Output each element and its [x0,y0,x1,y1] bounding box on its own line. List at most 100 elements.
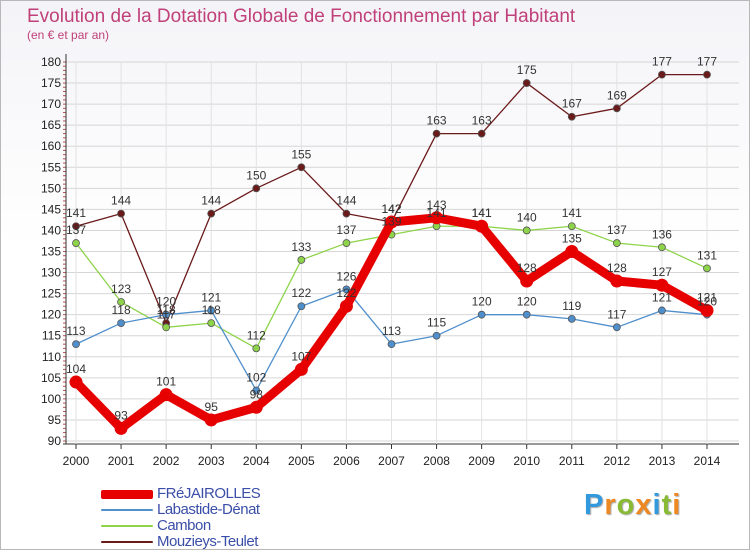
x-tick-label: 2008 [423,454,450,468]
data-label: 120 [517,295,537,309]
data-point [430,211,444,225]
data-point [117,209,125,218]
data-label: 137 [607,223,627,237]
data-point [297,256,306,264]
data-label: 163 [427,114,447,128]
x-tick-label: 2001 [108,454,135,468]
data-label: 128 [607,261,627,275]
data-point [252,184,261,193]
data-point [477,310,486,319]
data-point [432,331,441,340]
data-label: 120 [697,295,717,309]
data-point [703,264,711,273]
data-point [249,400,263,414]
data-point [567,314,576,323]
data-label: 141 [472,206,492,220]
y-tick-label: 115 [42,329,61,343]
legend-item: Mouzieys-Teulet [101,533,361,550]
data-label: 112 [247,328,266,342]
data-point [207,319,216,327]
data-label: 142 [381,202,401,216]
y-tick-label: 90 [48,434,62,448]
data-label: 141 [562,206,582,220]
data-label: 122 [336,286,356,300]
data-point [72,239,80,247]
data-point [520,274,534,288]
data-point [655,278,669,292]
legend-item: Labastide-Dénat [101,501,361,518]
logo-letter: i [672,489,682,521]
data-label: 175 [517,63,537,77]
x-tick-label: 2006 [333,454,360,468]
x-tick-label: 2010 [513,454,540,468]
data-point [477,129,486,138]
data-label: 121 [201,290,221,304]
chart-legend: FRéJAIROLLES Labastide-Dénat Cambon Mouziey… [101,485,361,550]
data-point [567,222,576,231]
data-label: 128 [517,261,537,275]
logo-letter: P [584,489,605,521]
data-label: 107 [291,349,311,363]
data-label: 101 [156,375,176,389]
data-label: 98 [250,387,264,401]
data-label: 155 [291,147,311,161]
data-label: 137 [336,223,356,237]
data-point [204,413,218,427]
data-point [339,299,353,313]
data-point [565,245,579,258]
data-point [114,421,128,435]
y-tick-label: 135 [41,245,61,259]
data-point [252,344,261,353]
data-label: 139 [381,215,401,229]
data-label: 104 [66,362,86,376]
legend-label: Labastide-Dénat [157,501,260,518]
x-tick-label: 2012 [604,454,631,468]
data-point [522,310,531,319]
logo-letter: t [661,489,673,521]
y-tick-label: 110 [42,350,61,364]
data-label: 133 [291,240,311,254]
data-label: 136 [652,227,672,241]
data-label: 177 [697,55,717,69]
data-point [297,302,306,311]
data-point [658,243,666,252]
data-point [162,323,171,332]
data-label: 140 [517,210,537,224]
data-point [342,209,351,218]
data-label: 131 [697,248,717,262]
y-tick-label: 145 [41,202,61,216]
data-label: 127 [652,265,672,279]
y-tick-label: 175 [41,76,61,90]
legend-label: Mouzieys-Teulet [157,533,258,550]
legend-label: FRéJAIROLLES [157,485,261,502]
y-tick-label: 125 [41,287,61,301]
data-point [612,104,621,113]
data-point [612,323,621,332]
data-label: 113 [66,324,85,338]
data-point [658,70,666,79]
y-tick-label: 170 [41,97,61,111]
data-point [69,375,83,389]
y-tick-label: 180 [41,55,61,69]
data-point [610,274,624,288]
data-label: 121 [652,290,672,304]
legend-swatch [101,489,153,499]
data-point [72,340,80,349]
data-label: 142 [381,202,401,216]
y-tick-label: 150 [41,181,61,195]
data-label: 150 [246,168,266,182]
data-label: 118 [112,303,131,317]
x-tick-label: 2004 [243,454,270,468]
y-tick-label: 155 [41,160,61,174]
legend-item: Cambon [101,517,361,534]
data-label: 122 [291,286,311,300]
legend-swatch [101,525,153,527]
data-label: 119 [562,299,581,313]
data-label: 126 [336,269,356,283]
data-point [522,79,531,87]
data-label: 120 [156,295,176,309]
data-point [297,163,306,172]
data-label: 144 [336,194,356,208]
proxiti-logo: Proxiti [584,489,681,522]
